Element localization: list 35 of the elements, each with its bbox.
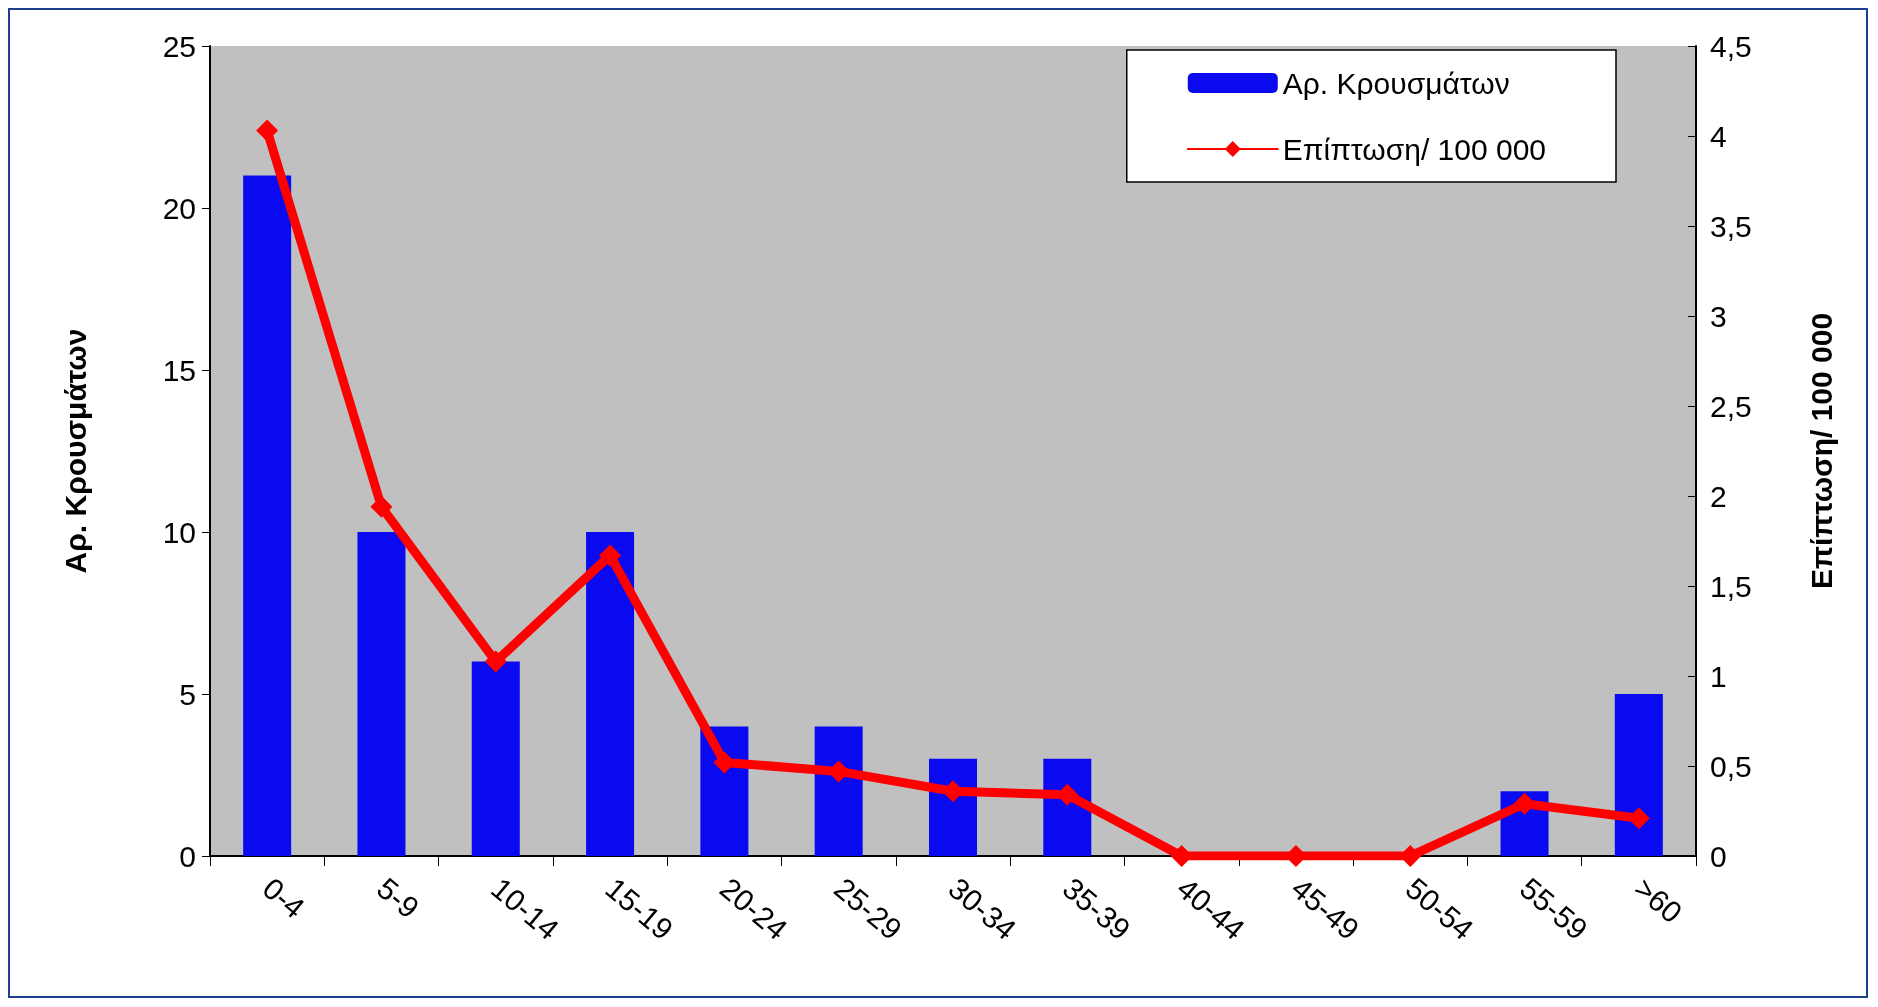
- y2-tick-label: 0: [1710, 839, 1727, 873]
- point: [1627, 807, 1650, 830]
- y2-tick-label: 2,5: [1710, 389, 1752, 423]
- y2-tick-label: 4,5: [1710, 29, 1752, 63]
- bar: [814, 726, 863, 856]
- y-tick-label: 10: [162, 515, 196, 549]
- bar: [586, 532, 635, 856]
- y-tick-label: 0: [179, 839, 196, 873]
- x-tick-label: >60: [1628, 871, 1689, 930]
- y2-tick-label: 0,5: [1710, 749, 1752, 783]
- bar: [471, 661, 520, 856]
- legend-label: Αρ. Κρουσμάτων: [1282, 66, 1510, 100]
- bar: [243, 175, 292, 856]
- y2-tick-label: 3: [1710, 299, 1727, 333]
- point: [256, 119, 279, 142]
- y-tick-label: 20: [162, 191, 196, 225]
- point: [599, 544, 622, 567]
- x-tick-label: 5-9: [370, 871, 426, 925]
- y2-tick-label: 4: [1710, 119, 1727, 153]
- point: [1513, 792, 1536, 815]
- point: [370, 495, 393, 518]
- y2-tick-label: 1,5: [1710, 569, 1752, 603]
- y-tick-label: 15: [162, 353, 196, 387]
- y2-axis-title: Επίπτωση/ 100 000: [1804, 312, 1838, 590]
- legend-label: Επίπτωση/ 100 000: [1282, 132, 1546, 166]
- x-tick-label: 0-4: [256, 871, 311, 925]
- y-axis-title: Αρ. Κρουσμάτων: [58, 328, 92, 574]
- y2-tick-label: 2: [1710, 479, 1727, 513]
- point: [484, 650, 507, 673]
- y2-tick-label: 3,5: [1710, 209, 1752, 243]
- y-tick-label: 25: [162, 29, 196, 63]
- y2-tick-label: 1: [1710, 659, 1727, 693]
- bar: [1614, 694, 1663, 856]
- bar: [357, 532, 406, 856]
- y-tick-label: 5: [179, 677, 196, 711]
